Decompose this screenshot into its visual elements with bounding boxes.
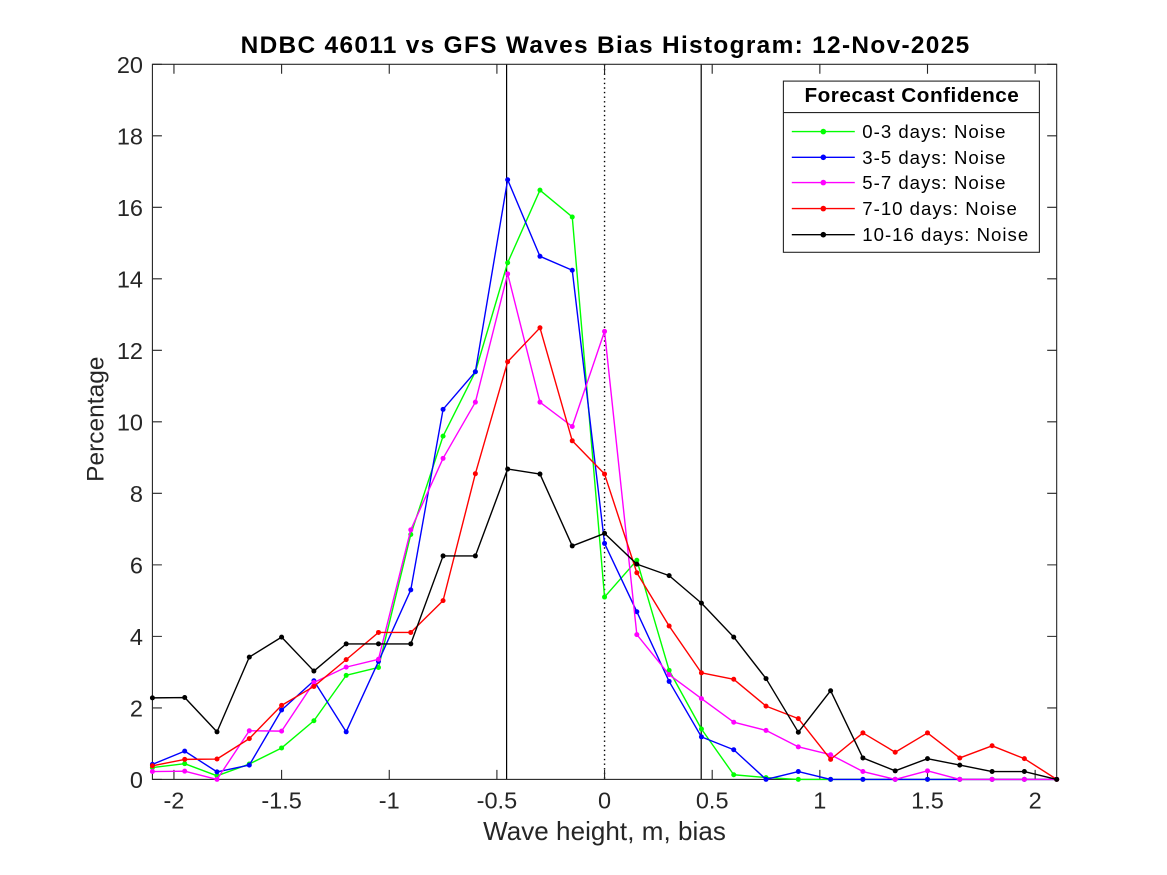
- svg-text:-0.5: -0.5: [477, 788, 518, 814]
- svg-text:-2: -2: [163, 788, 184, 814]
- svg-text:10-16 days: Noise: 10-16 days: Noise: [862, 224, 1029, 245]
- svg-text:4: 4: [130, 624, 143, 650]
- svg-text:Percentage: Percentage: [83, 357, 110, 482]
- svg-text:8: 8: [130, 481, 143, 507]
- svg-text:0-3 days: Noise: 0-3 days: Noise: [862, 121, 1006, 142]
- svg-text:7-10 days: Noise: 7-10 days: Noise: [862, 198, 1018, 219]
- svg-text:10: 10: [117, 409, 143, 435]
- svg-text:Wave height, m, bias: Wave height, m, bias: [483, 816, 726, 846]
- svg-text:Forecast Confidence: Forecast Confidence: [804, 84, 1019, 107]
- svg-text:6: 6: [130, 552, 143, 578]
- svg-text:12: 12: [117, 338, 143, 364]
- svg-text:2: 2: [130, 695, 143, 721]
- svg-text:2: 2: [1029, 788, 1042, 814]
- svg-text:3-5 days: Noise: 3-5 days: Noise: [862, 147, 1006, 168]
- svg-text:5-7 days: Noise: 5-7 days: Noise: [862, 172, 1006, 193]
- svg-text:0: 0: [130, 767, 143, 793]
- svg-text:20: 20: [117, 52, 143, 78]
- svg-text:-1.5: -1.5: [261, 788, 302, 814]
- svg-text:NDBC 46011 vs GFS Waves Bias H: NDBC 46011 vs GFS Waves Bias Histogram: …: [241, 32, 971, 59]
- svg-text:1: 1: [813, 788, 826, 814]
- svg-text:-1: -1: [379, 788, 400, 814]
- svg-text:16: 16: [117, 195, 143, 221]
- svg-text:0: 0: [598, 788, 611, 814]
- svg-text:18: 18: [117, 123, 143, 149]
- svg-text:0.5: 0.5: [696, 788, 729, 814]
- svg-text:1.5: 1.5: [911, 788, 944, 814]
- svg-text:14: 14: [117, 266, 143, 292]
